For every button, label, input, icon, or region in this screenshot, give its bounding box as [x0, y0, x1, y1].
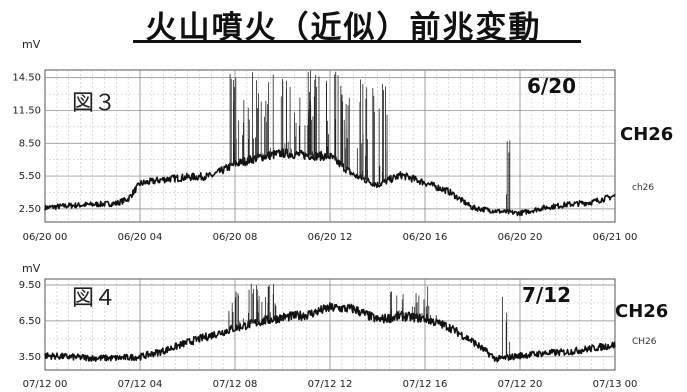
x-tick-label: 07/12 08	[213, 379, 258, 390]
x-tick-label: 07/12 04	[118, 379, 163, 390]
x-tick-label: 06/20 20	[498, 232, 543, 243]
title-underline	[133, 40, 581, 43]
y-tick-label: 11.50	[12, 105, 41, 116]
x-tick-label: 06/20 16	[403, 232, 448, 243]
x-tick-label: 06/20 00	[23, 232, 68, 243]
y-tick-label: 5.50	[19, 171, 41, 182]
x-tick-label: 06/20 08	[213, 232, 258, 243]
trace-label: ch26	[632, 183, 654, 193]
x-tick-label: 06/20 12	[308, 232, 353, 243]
channel-label: CH26	[620, 124, 673, 145]
x-tick-label: 06/21 00	[593, 232, 638, 243]
trace-label: CH26	[632, 337, 657, 347]
channel-label: CH26	[615, 301, 668, 322]
date-label: 6/20	[527, 74, 576, 98]
x-tick-label: 07/13 00	[593, 379, 638, 390]
x-tick-label: 06/20 04	[118, 232, 163, 243]
x-tick-label: 07/12 20	[498, 379, 543, 390]
y-tick-label: 8.50	[19, 138, 41, 149]
series-line	[44, 302, 616, 363]
y-tick-label: 3.50	[19, 352, 41, 363]
x-tick-label: 07/12 12	[308, 379, 353, 390]
chart-2: 3.50 6.50 9.50 07/12 00 07/12 04 07/12 08 07/1…	[19, 262, 669, 390]
x-tick-label: 07/12 00	[23, 379, 68, 390]
y-tick-label: 2.50	[19, 204, 41, 215]
chart-1: 2.50 5.50 8.50 11.50 14.50 06/20 00 06/20 04 06…	[12, 38, 673, 243]
figure-label: 図３	[72, 91, 116, 116]
y-tick-label: 14.50	[12, 73, 41, 84]
y-unit-label: mV	[22, 262, 41, 275]
date-label: 7/12	[522, 283, 571, 307]
y-tick-label: 6.50	[19, 316, 41, 327]
x-tick-label: 07/12 16	[403, 379, 448, 390]
series-line	[44, 148, 616, 217]
figure-label: 図４	[72, 286, 116, 311]
y-unit-label: mV	[22, 38, 41, 51]
y-tick-label: 9.50	[19, 280, 41, 291]
